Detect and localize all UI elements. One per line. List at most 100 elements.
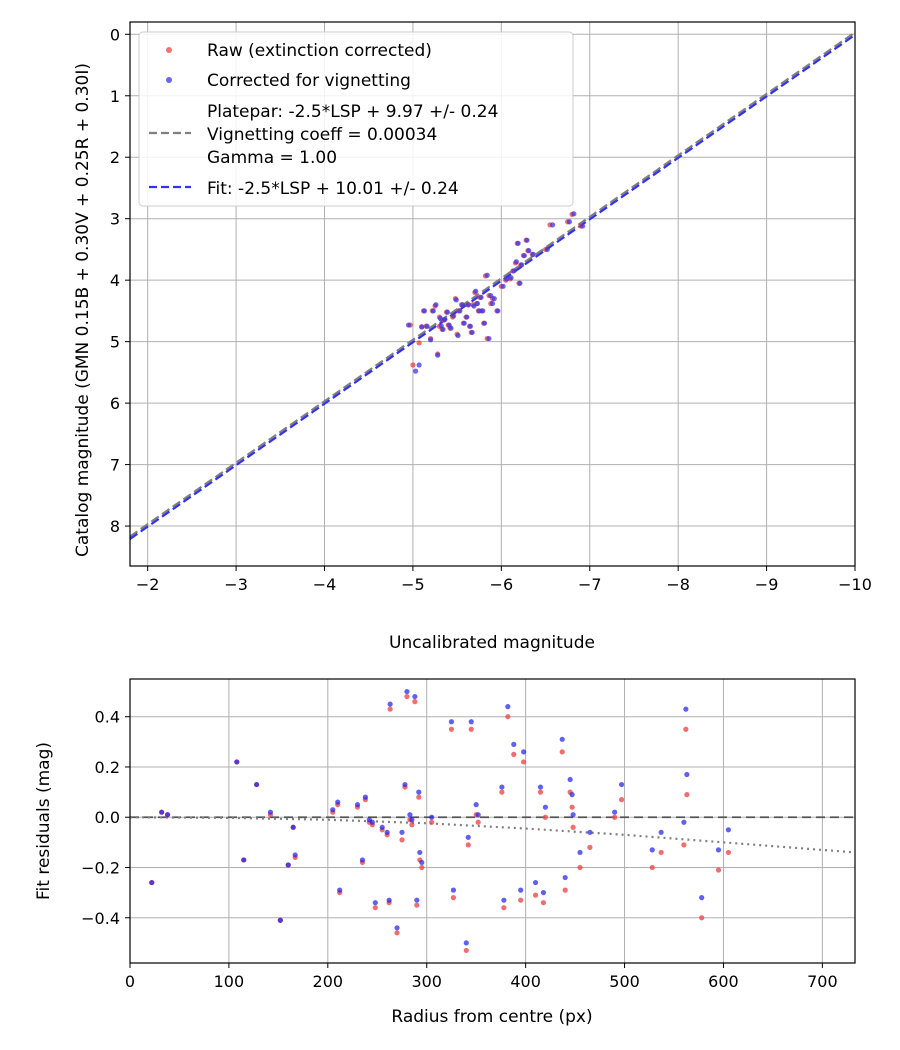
top-raw-point [416, 340, 422, 346]
top-corrected-point [466, 302, 472, 308]
top-corrected-point [481, 320, 488, 326]
bottom-raw-point [562, 887, 568, 893]
top-corrected-point [526, 248, 532, 254]
legend: Raw (extinction corrected) Corrected for… [138, 31, 574, 207]
bottom-corrected-point [532, 879, 539, 886]
bottom-corrected-point [699, 895, 705, 901]
bottom-corrected-point [384, 829, 390, 835]
bottom-corrected-point [267, 809, 274, 815]
top-fit-line [129, 34, 856, 540]
legend-platepar-line-3: Gamma = 1.00 [207, 148, 337, 168]
bottom-raw-point [463, 947, 469, 954]
top-x-axis-label: Uncalibrated magnitude [389, 633, 595, 653]
top-x-tick-label: −4 [313, 575, 337, 594]
bottom-corrected-point [562, 874, 568, 881]
top-y-tick-label: 6 [110, 394, 120, 413]
top-y-tick-label: 3 [110, 210, 120, 229]
top-corrected-point [428, 337, 434, 343]
bottom-raw-point [412, 699, 418, 705]
bottom-corrected-point [570, 812, 576, 818]
legend-fit-label: Fit: -2.5*LSP + 10.01 +/- 0.24 [207, 179, 459, 199]
top-corrected-point [412, 368, 419, 374]
bottom-corrected-point [683, 706, 689, 712]
top-y-tick-label: 1 [110, 87, 120, 106]
bottom-corrected-point [417, 849, 423, 856]
top-corrected-point [467, 323, 473, 329]
bottom-corrected-point [337, 887, 343, 893]
bottom-corrected-point [475, 812, 481, 818]
bottom-corrected-point [290, 824, 296, 830]
bottom-corrected-point [359, 857, 366, 863]
bottom-corrected-point [612, 809, 618, 815]
bottom-raw-point [475, 819, 481, 825]
bottom-raw-point [505, 714, 511, 720]
top-corrected-point [480, 308, 486, 314]
top-x-tick-label: −9 [755, 575, 779, 594]
top-corrected-point [495, 308, 501, 314]
bottom-raw-point [448, 726, 455, 732]
bottom-raw-point [414, 902, 420, 908]
top-corrected-point [451, 313, 457, 319]
top-corrected-point [511, 268, 517, 274]
bottom-raw-point [404, 693, 410, 700]
top-corrected-point [455, 332, 461, 339]
bottom-model-lines [129, 816, 856, 854]
bottom-corrected-point [448, 719, 455, 725]
bottom-corrected-point [559, 736, 565, 742]
bottom-raw-point [540, 900, 547, 906]
legend-raw-marker [166, 47, 172, 53]
bottom-raw-point [399, 837, 405, 843]
bottom-x-tick-label: 100 [214, 972, 245, 991]
bottom-corrected-point [386, 897, 392, 903]
bottom-raw-point [450, 895, 457, 901]
bottom-vignetting-model-line [129, 816, 856, 854]
bottom-raw-point [587, 844, 593, 850]
top-corrected-point [437, 315, 443, 321]
bottom-raw-point [681, 842, 687, 848]
bottom-corrected-point [450, 887, 457, 893]
bottom-corrected-point [567, 776, 573, 783]
top-corrected-point [580, 223, 586, 229]
bottom-x-tick-label: 500 [609, 972, 640, 991]
top-corrected-point [524, 237, 530, 243]
bottom-corrected-point [372, 900, 378, 906]
bottom-corrected-point [362, 794, 368, 800]
bottom-raw-point [683, 726, 689, 732]
bottom-corrected-point [465, 834, 471, 840]
bottom-corrected-point [505, 704, 511, 710]
top-corrected-point [550, 222, 556, 228]
bottom-corrected-point [416, 789, 422, 795]
top-y-axis-label: Catalog magnitude (GMN 0.15B + 0.30V + 0… [73, 63, 93, 557]
top-corrected-point [435, 352, 441, 358]
bottom-raw-point [684, 792, 690, 798]
top-plot-frame [129, 21, 856, 567]
bottom-corrected-point [387, 701, 393, 707]
bottom-corrected-point [412, 693, 418, 700]
top-y-tick-label: 8 [110, 517, 120, 536]
top-corrected-point [453, 297, 459, 303]
bottom-corrected-point [537, 784, 544, 790]
bottom-y-axis-label: Fit residuals (mag) [34, 742, 54, 900]
legend-raw-label: Raw (extinction corrected) [207, 41, 432, 61]
top-corrected-point [515, 240, 521, 246]
top-raw-point [410, 362, 416, 368]
bottom-corrected-point [419, 859, 425, 866]
bottom-raw-point [537, 789, 544, 795]
bottom-y-tick-label: −0.4 [81, 909, 120, 928]
bottom-y-tick-label: −0.2 [81, 858, 120, 877]
bottom-raw-point [542, 814, 549, 820]
top-corrected-point [508, 275, 514, 281]
top-fit-lines [129, 31, 856, 540]
legend-box [138, 31, 574, 207]
bottom-x-tick-label: 400 [510, 972, 541, 991]
top-corrected-point [566, 219, 573, 225]
bottom-x-tick-label: 200 [313, 972, 344, 991]
bottom-raw-point [499, 789, 505, 795]
top-corrected-point [448, 325, 454, 331]
bottom-corrected-point [684, 771, 690, 778]
bottom-raw-point [725, 849, 732, 856]
bottom-raw-point [511, 751, 517, 758]
bottom-corrected-point [521, 749, 527, 755]
top-corrected-point [444, 309, 451, 315]
